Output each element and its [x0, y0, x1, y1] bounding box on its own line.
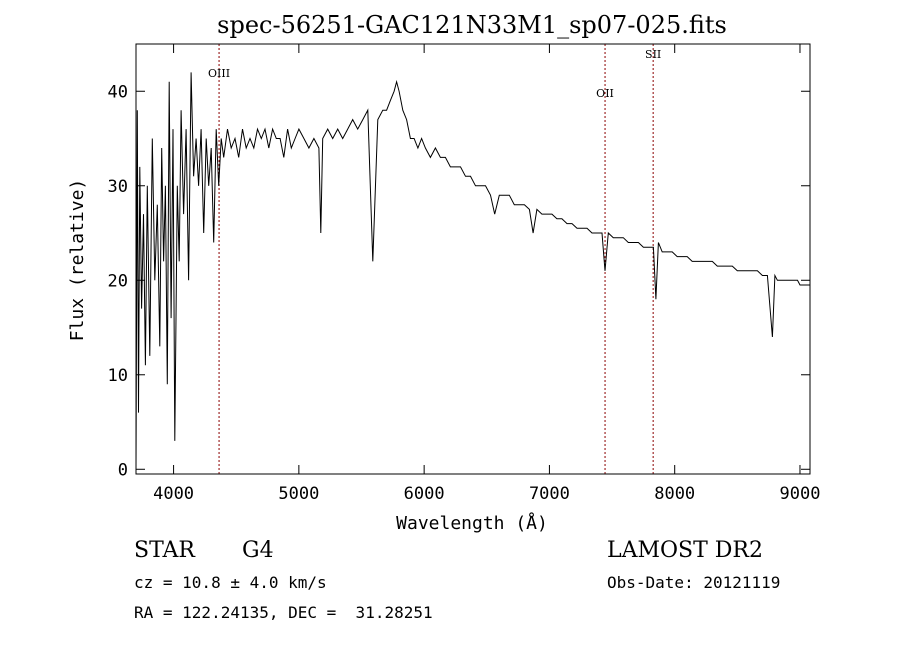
- object-subclass: G4: [242, 538, 274, 563]
- object-class: STAR: [134, 538, 195, 563]
- observation-date: Obs-Date: 20121119: [607, 573, 781, 592]
- emission-line-markers: OIII OII SII: [208, 44, 661, 474]
- axis-ticks: 4000 5000 6000 7000 8000 9000 0 10 20 30 40: [108, 44, 821, 504]
- spectrum-series: [135, 72, 810, 470]
- x-axis-label: Wavelength (Å): [396, 512, 548, 534]
- y-tick-label: 10: [108, 366, 128, 386]
- x-tick-label: 6000: [404, 484, 445, 504]
- y-tick-label: 20: [108, 271, 128, 291]
- y-tick-label: 40: [108, 82, 128, 102]
- y-axis-label: Flux (relative): [67, 179, 88, 342]
- plot-frame: [135, 43, 811, 475]
- redshift-cz: cz = 10.8 ± 4.0 km/s: [134, 573, 327, 592]
- x-tick-label: 7000: [529, 484, 570, 504]
- x-tick-label: 9000: [780, 484, 821, 504]
- line-label-sii: SII: [645, 48, 661, 61]
- coordinates: RA = 122.24135, DEC = 31.28251: [134, 603, 433, 622]
- chart-title: spec-56251-GAC121N33M1_sp07-025.fits: [217, 11, 727, 39]
- line-label-oiii: OIII: [208, 67, 230, 80]
- survey-name: LAMOST DR2: [607, 538, 763, 563]
- y-tick-label: 0: [118, 460, 128, 480]
- y-tick-label: 30: [108, 177, 128, 197]
- x-tick-label: 8000: [654, 484, 695, 504]
- line-label-oii: OII: [596, 87, 614, 100]
- spectrum-line: [135, 72, 810, 470]
- x-tick-label: 4000: [153, 484, 194, 504]
- x-tick-label: 5000: [278, 484, 319, 504]
